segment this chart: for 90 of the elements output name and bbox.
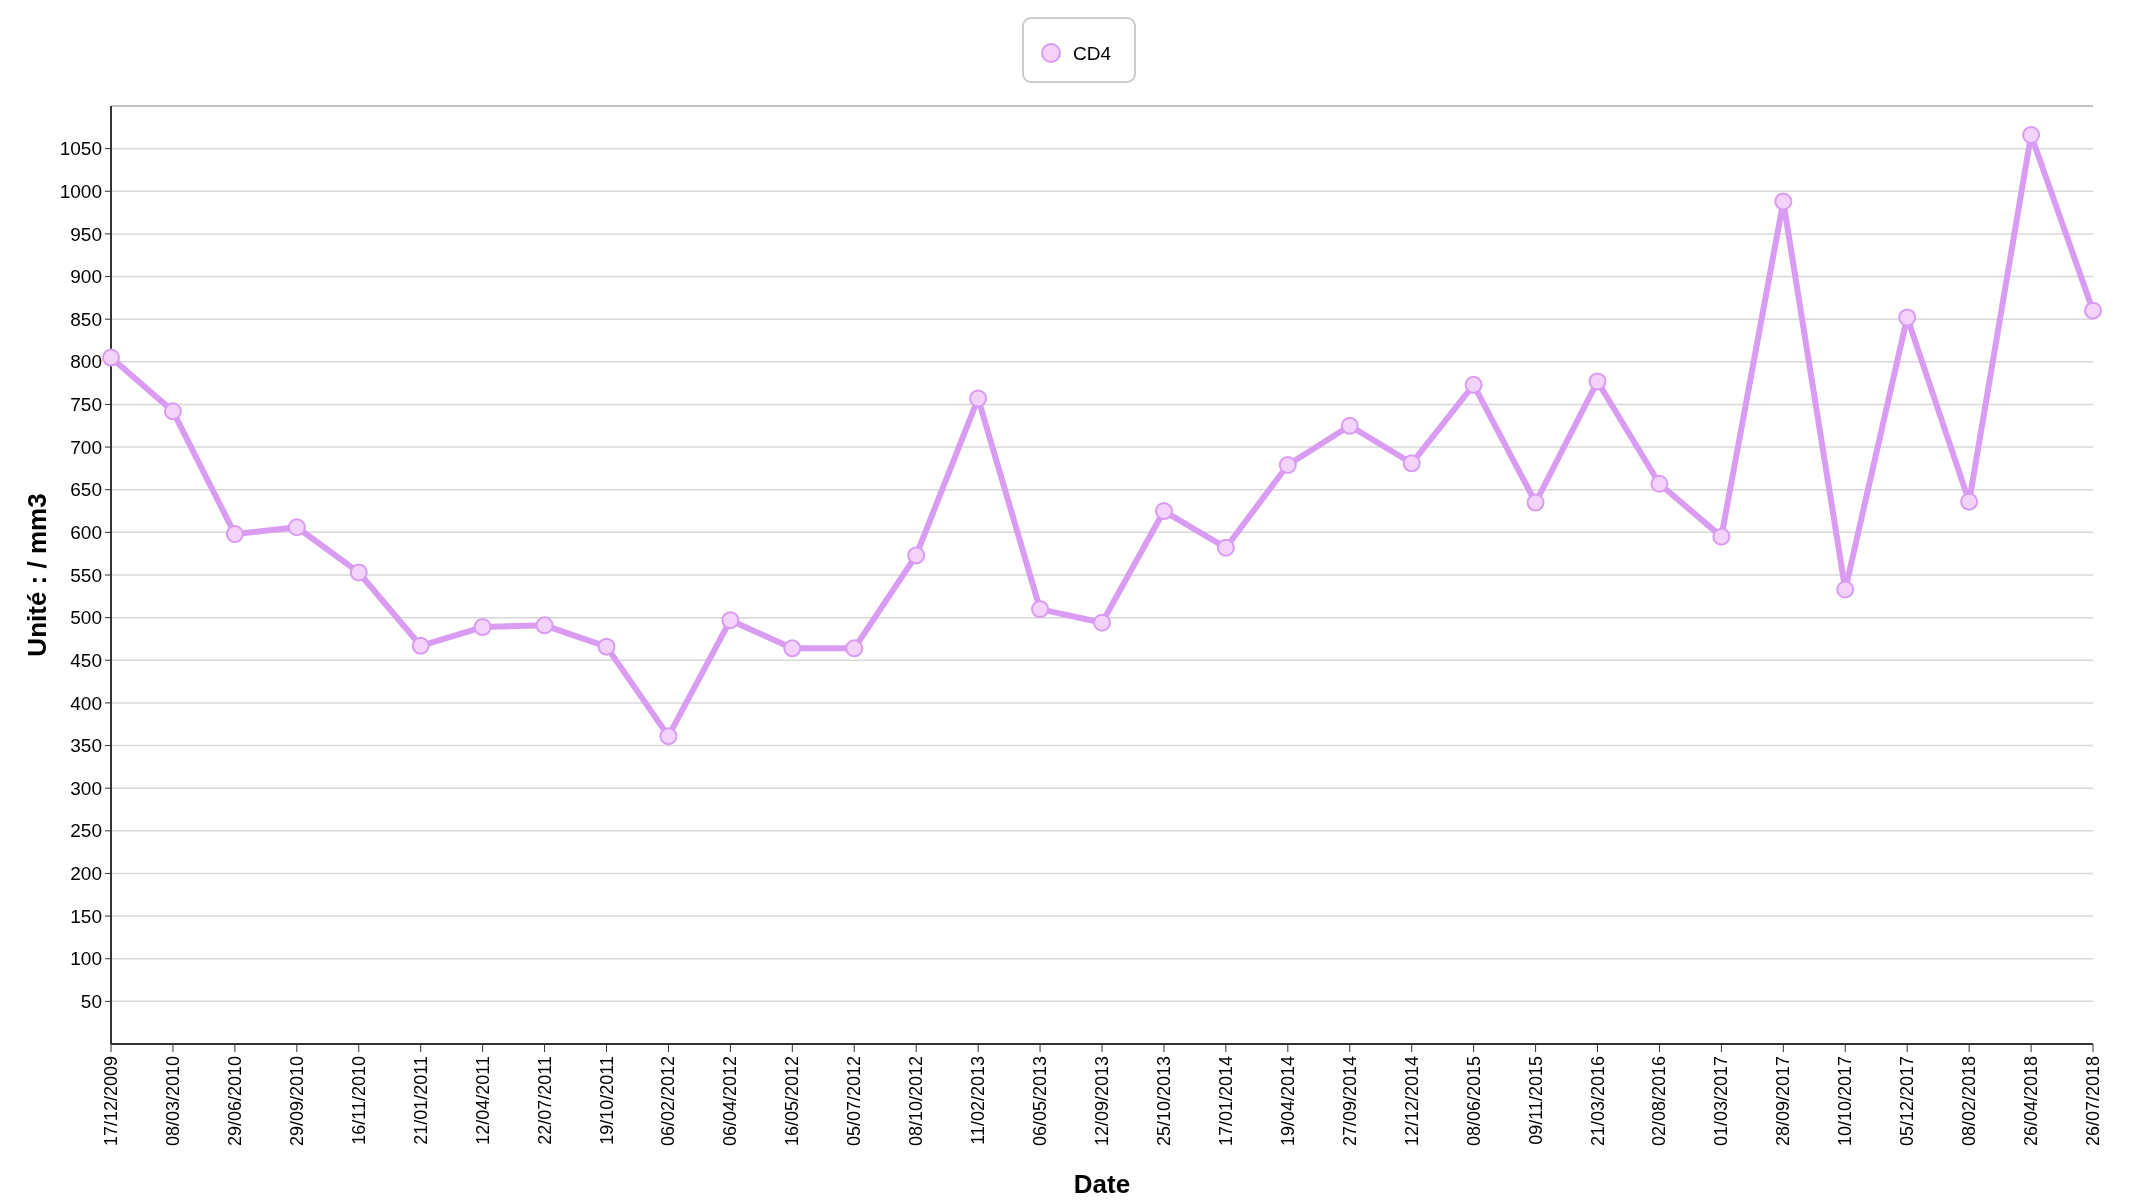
point: [1650, 474, 1669, 493]
legend-label: CD4: [1073, 42, 1112, 64]
point: [1526, 493, 1545, 512]
point: [473, 618, 492, 637]
point: [1712, 527, 1731, 546]
y-tick-label: 900: [70, 266, 102, 288]
x-tick-label: 12/09/2013: [1092, 1056, 1112, 1147]
point: [225, 525, 244, 544]
x-tick-label: 26/04/2018: [2021, 1056, 2042, 1147]
y-tick-label: 250: [70, 820, 102, 842]
y-tick-label: 950: [70, 223, 102, 245]
y-tick-label: 500: [70, 607, 102, 629]
point: [1774, 192, 1793, 211]
x-tick-label: 29/09/2010: [286, 1056, 307, 1147]
y-tick-label: 800: [70, 351, 102, 373]
y-tick-label: 300: [70, 777, 102, 799]
x-tick-label: 06/04/2012: [720, 1056, 741, 1147]
x-tick-label: 26/07/2018: [2083, 1056, 2103, 1147]
point: [411, 636, 430, 655]
x-tick-label: 25/10/2013: [1153, 1056, 1174, 1147]
point: [1898, 308, 1917, 327]
x-tick-label: 17/01/2014: [1215, 1056, 1236, 1147]
point: [1960, 492, 1979, 511]
y-tick-label: 1050: [59, 138, 102, 160]
y-tick-label: 150: [70, 905, 102, 927]
x-tick-label: 17/12/2009: [101, 1056, 121, 1147]
x-tick-label: 08/02/2018: [1959, 1056, 1980, 1147]
x-tick-label: 01/03/2017: [1711, 1056, 1732, 1147]
point: [721, 611, 740, 630]
point: [1154, 502, 1173, 521]
y-tick-label: 850: [70, 308, 102, 330]
point: [1031, 600, 1050, 619]
x-tick-label: 10/10/2017: [1835, 1056, 1856, 1147]
point: [1836, 580, 1855, 599]
point: [845, 639, 864, 658]
y-tick-label: 100: [70, 948, 102, 970]
x-tick-label: 22/07/2011: [534, 1056, 555, 1145]
y-tick-label: 1000: [59, 180, 102, 202]
x-tick-label: 12/12/2014: [1401, 1056, 1422, 1147]
y-tick-label: 600: [70, 522, 102, 544]
point: [1340, 416, 1359, 435]
x-tick-label: 06/02/2012: [658, 1056, 679, 1147]
point: [349, 563, 368, 582]
point: [287, 518, 306, 537]
x-tick-label: 28/09/2017: [1773, 1056, 1794, 1147]
x-tick-label: 08/06/2015: [1463, 1056, 1484, 1147]
point: [163, 402, 182, 421]
x-tick-label: 27/09/2014: [1339, 1056, 1360, 1147]
y-tick-label: 400: [70, 692, 102, 714]
point: [659, 727, 678, 746]
point: [783, 639, 802, 658]
y-tick-label: 650: [70, 479, 102, 501]
x-tick-label: 08/03/2010: [162, 1056, 183, 1147]
x-tick-label: 06/05/2013: [1030, 1056, 1051, 1147]
x-tick-label: 29/06/2010: [224, 1056, 245, 1147]
y-tick-label: 50: [80, 991, 102, 1013]
point: [1216, 538, 1235, 557]
x-tick-label: 08/10/2012: [906, 1056, 927, 1147]
x-tick-label: 11/02/2013: [968, 1056, 989, 1145]
point: [2022, 125, 2041, 144]
y-tick-label: 450: [70, 649, 102, 671]
y-tick-label: 700: [70, 436, 102, 458]
x-tick-label: 19/10/2011: [596, 1056, 617, 1145]
y-axis-title: Unité : / mm3: [22, 493, 52, 657]
x-tick-label: 09/11/2015: [1525, 1056, 1546, 1145]
point: [1464, 375, 1483, 394]
y-tick-label: 750: [70, 394, 102, 416]
x-axis-title: Date: [1073, 1169, 1131, 1199]
x-tick-label: 19/04/2014: [1277, 1056, 1298, 1147]
point: [969, 389, 988, 408]
point: [1588, 372, 1607, 391]
point: [907, 546, 926, 565]
point: [1402, 454, 1421, 473]
x-tick-label: 12/04/2011: [472, 1056, 493, 1145]
x-tick-label: 21/01/2011: [410, 1056, 431, 1145]
x-tick-label: 02/08/2016: [1649, 1056, 1670, 1147]
y-tick-label: 550: [70, 564, 102, 586]
x-tick-label: 05/12/2017: [1897, 1056, 1918, 1147]
x-tick-label: 05/07/2012: [844, 1056, 865, 1147]
x-tick-label: 16/05/2012: [782, 1056, 803, 1147]
point: [1093, 613, 1111, 632]
point: [597, 637, 616, 656]
point: [102, 348, 120, 367]
point: [1278, 456, 1297, 474]
y-tick-label: 350: [70, 735, 102, 757]
x-tick-label: 16/11/2010: [348, 1056, 369, 1145]
y-tick-label: 200: [70, 863, 102, 885]
point: [535, 616, 554, 635]
x-tick-label: 21/03/2016: [1587, 1056, 1608, 1147]
point: [2084, 301, 2102, 320]
